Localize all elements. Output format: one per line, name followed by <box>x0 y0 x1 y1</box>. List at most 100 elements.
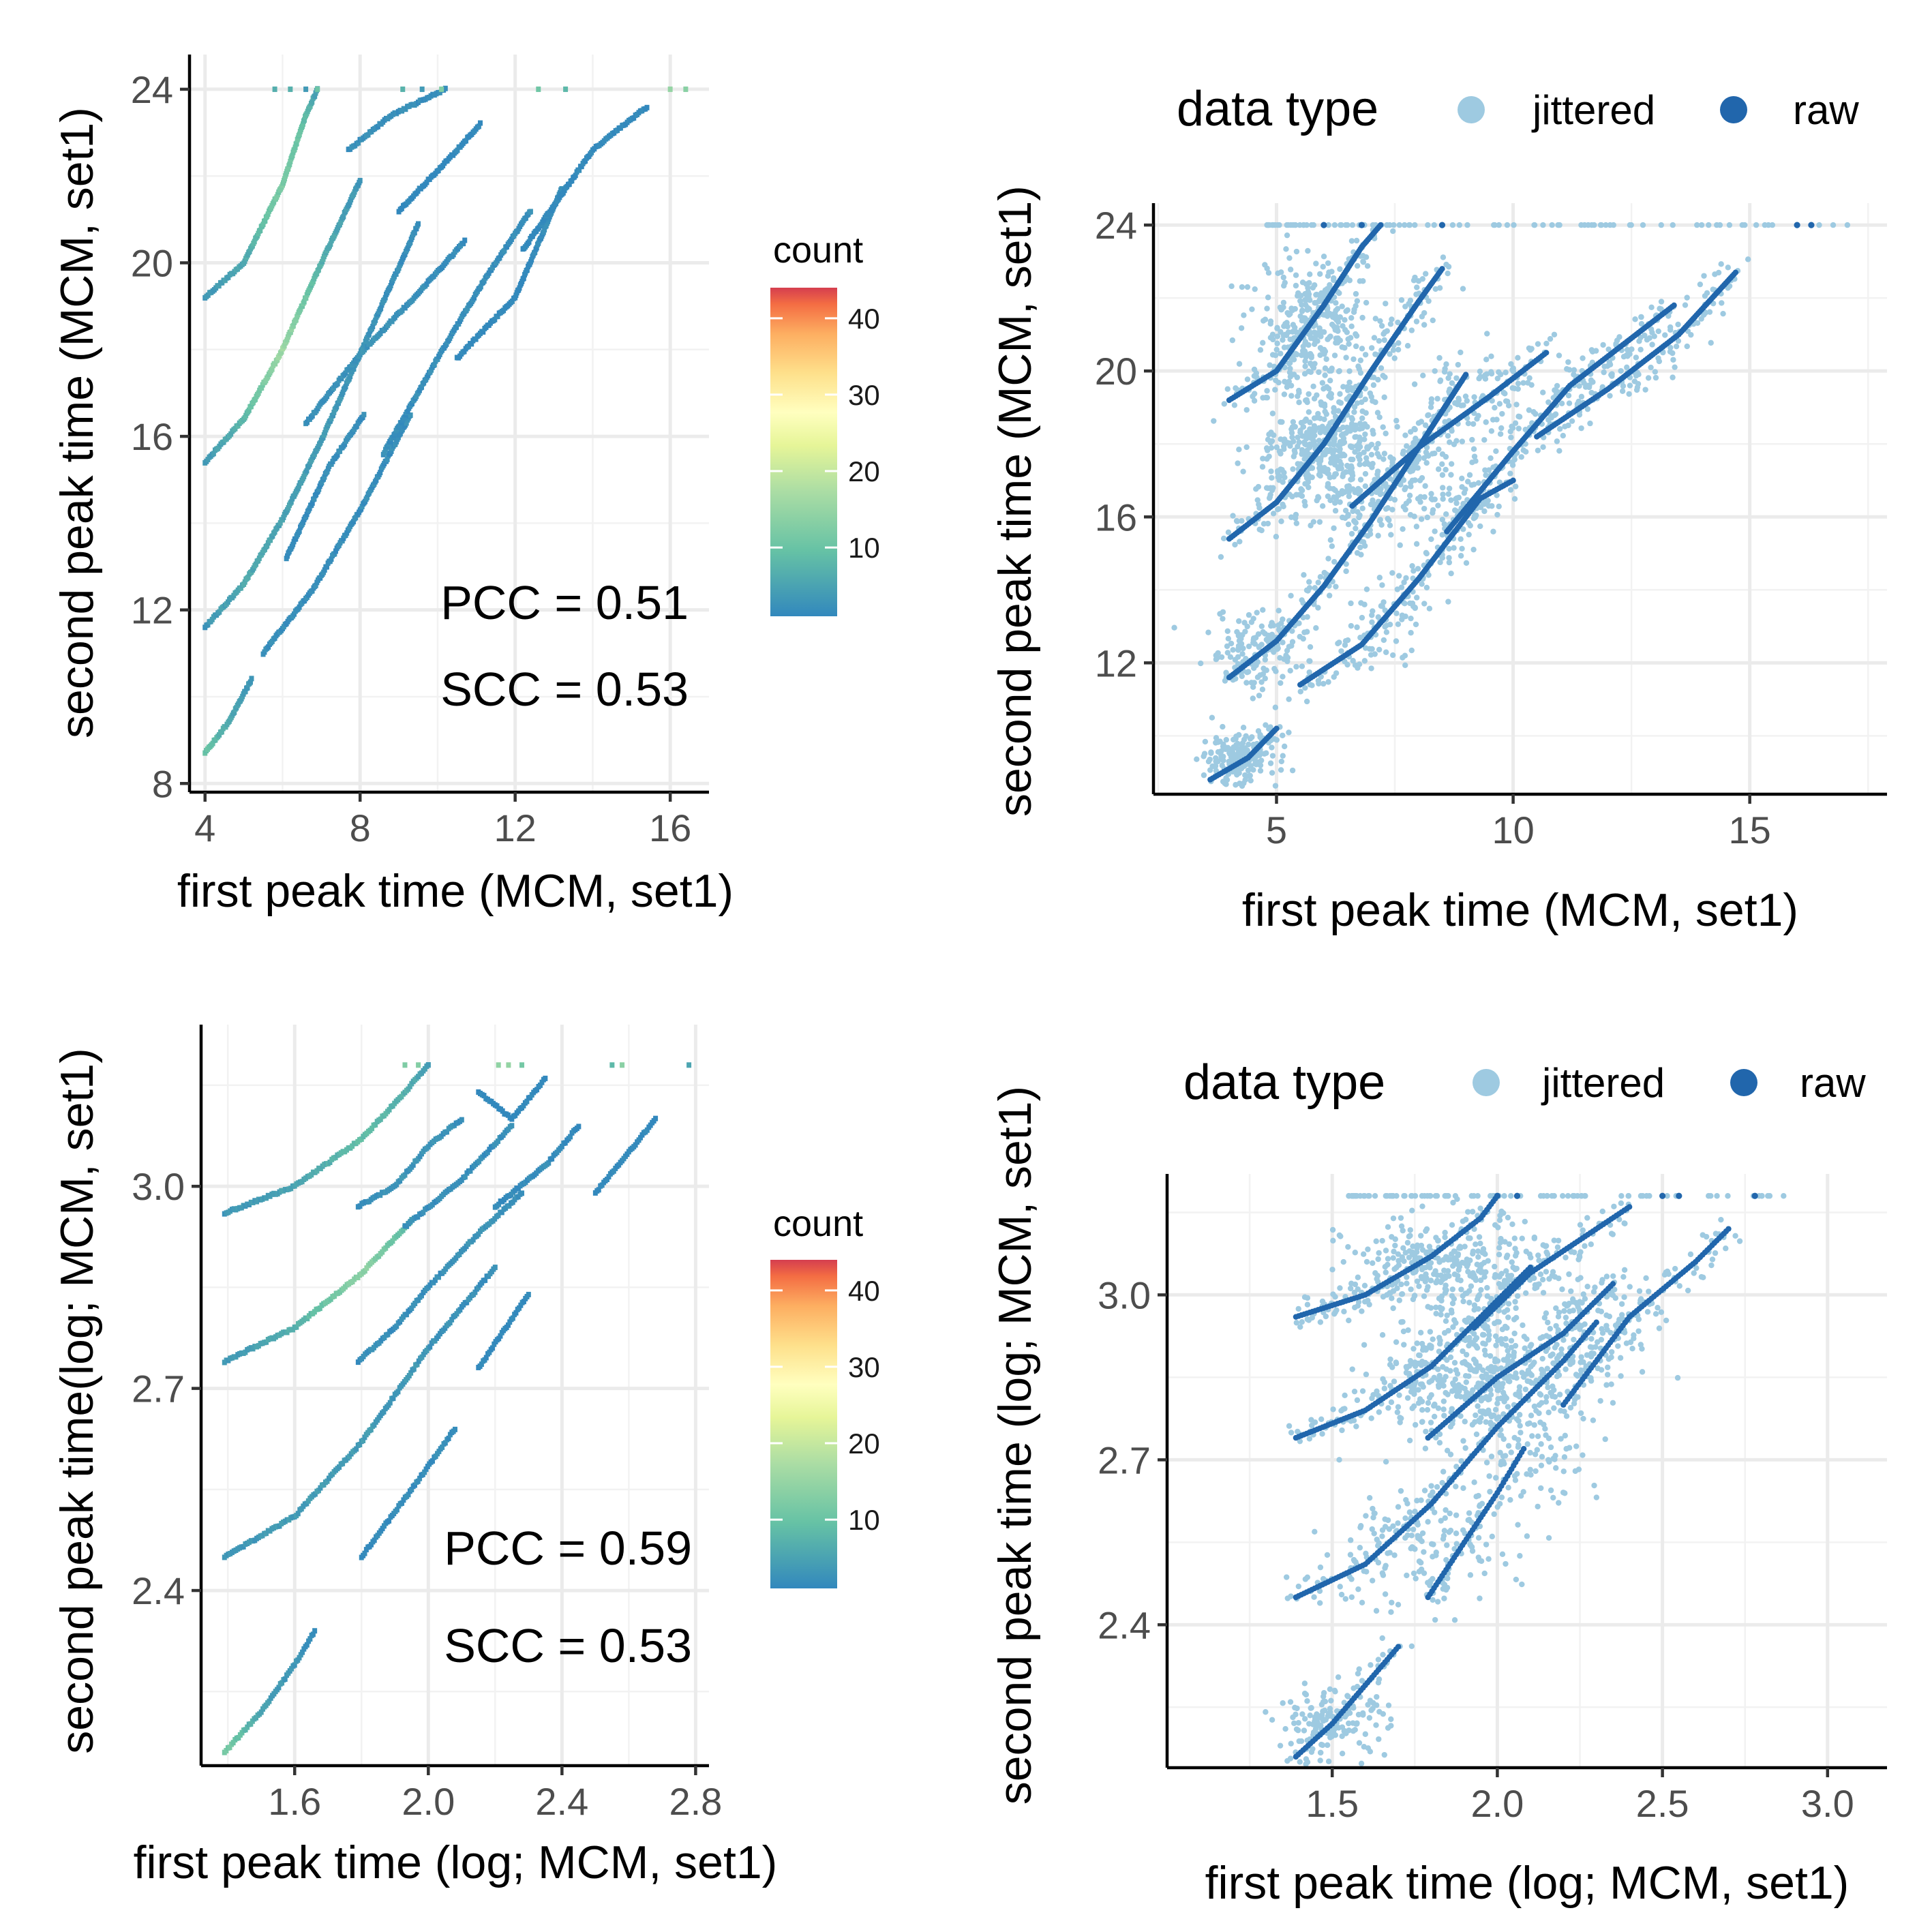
tr-jittered-point <box>1464 222 1470 228</box>
tr-jittered-point <box>1215 650 1221 656</box>
tr-jittered-point <box>1652 369 1659 375</box>
tr-jittered-point <box>1526 407 1533 413</box>
tr-jittered-point <box>1515 425 1522 432</box>
tr-jittered-point <box>1293 272 1299 278</box>
tr-jittered-point <box>1397 542 1403 548</box>
tr-jittered-point <box>1515 380 1522 387</box>
tr-jittered-point <box>1425 222 1431 228</box>
tr-jittered-point <box>1340 384 1346 390</box>
tr-jittered-point <box>1369 464 1375 470</box>
tr-jittered-point <box>1284 320 1290 326</box>
tl-heatmap-cell <box>481 278 487 284</box>
tr-x-tick-label: 5 <box>1266 809 1287 851</box>
tr-jittered-point <box>1339 490 1345 497</box>
tr-jittered-point <box>1260 629 1266 635</box>
tr-jittered-point <box>1459 545 1465 552</box>
tl-heatmap-cell <box>536 86 541 92</box>
tr-jittered-point <box>1250 635 1257 642</box>
tr-jittered-point <box>1348 600 1354 607</box>
tr-jittered-point <box>1211 418 1217 424</box>
tr-jittered-point <box>1552 412 1558 419</box>
tl-heatmap-cell <box>397 423 402 429</box>
tr-jittered-point <box>1273 444 1280 451</box>
tr-jittered-point <box>1308 354 1314 361</box>
tr-jittered-point <box>1353 237 1360 244</box>
tr-jittered-point <box>1239 517 1245 524</box>
tr-jittered-point <box>1714 222 1720 228</box>
tr-jittered-point <box>1359 415 1365 421</box>
tr-jittered-point <box>1246 612 1252 618</box>
tr-jittered-point <box>1566 400 1573 406</box>
tr-jittered-point <box>1306 579 1312 585</box>
tr-jittered-point <box>1218 748 1224 754</box>
tr-jittered-point <box>1609 373 1615 379</box>
tr-jittered-point <box>1227 654 1234 661</box>
tr-jittered-point <box>1471 453 1478 459</box>
tl-heatmap-cell <box>205 622 211 628</box>
tl-colorbar-tick-label: 40 <box>848 303 880 335</box>
tr-jittered-point <box>1297 429 1303 436</box>
tr-jittered-point <box>1198 660 1204 667</box>
tr-jittered-point <box>1719 300 1725 306</box>
tr-jittered-point <box>1303 317 1310 323</box>
tr-y-tick-label: 24 <box>1095 204 1137 247</box>
tr-jittered-point <box>1436 446 1442 453</box>
tr-jittered-point <box>1556 448 1563 454</box>
tl-heatmap-cell <box>331 409 337 415</box>
tr-jittered-point <box>1363 459 1370 466</box>
tr-jittered-point <box>1637 346 1644 352</box>
tr-jittered-point <box>1587 420 1593 427</box>
tr-jittered-point <box>1393 417 1400 424</box>
tr-jittered-point <box>1383 649 1389 655</box>
tr-jittered-point <box>1363 410 1369 416</box>
tr-jittered-point <box>1406 498 1413 504</box>
tr-jittered-point <box>1633 354 1640 361</box>
tl-heatmap-cell <box>269 366 275 372</box>
tr-jittered-point <box>1588 347 1595 353</box>
tr-jittered-point <box>1236 618 1242 624</box>
tr-jittered-point <box>1260 339 1266 346</box>
tr-jittered-point <box>1250 767 1256 773</box>
tr-jittered-point <box>1432 496 1438 502</box>
tr-jittered-point <box>1605 346 1612 352</box>
tr-jittered-point <box>1333 300 1339 306</box>
tr-jittered-point <box>1402 486 1408 493</box>
tr-jittered-point <box>1250 684 1256 691</box>
tr-jittered-point <box>1264 265 1270 271</box>
tr-jittered-point <box>1389 459 1395 466</box>
tr-y-tick-label: 16 <box>1095 496 1137 539</box>
tl-heatmap-cell <box>248 404 254 410</box>
tr-jittered-point <box>1246 741 1252 748</box>
tr-jittered-point <box>1345 521 1352 528</box>
tr-jittered-point <box>1355 363 1361 369</box>
tl-heatmap-cell <box>464 138 469 144</box>
tl-heatmap-cell <box>293 536 299 542</box>
tr-jittered-point <box>1345 464 1351 470</box>
tr-jittered-point <box>1765 222 1772 228</box>
tl-heatmap-cell <box>300 303 305 309</box>
tr-jittered-point <box>1448 461 1455 467</box>
tl-heatmap-cell <box>439 86 444 92</box>
tr-jittered-point <box>1508 361 1514 367</box>
tr-jittered-point <box>1336 368 1342 374</box>
tr-jittered-point <box>1378 522 1385 528</box>
tl-heatmap-cell <box>481 329 486 335</box>
tr-jittered-point <box>1267 439 1274 446</box>
tr-jittered-point <box>1359 505 1365 511</box>
tr-jittered-point <box>1395 339 1402 346</box>
tr-jittered-point <box>1342 452 1348 459</box>
tr-jittered-point <box>1299 663 1305 669</box>
tr-jittered-point <box>1306 658 1312 664</box>
tr-jittered-point <box>1440 492 1446 498</box>
tr-jittered-point <box>1359 252 1366 259</box>
tr-jittered-point <box>1718 261 1724 267</box>
tr-jittered-point <box>1618 367 1624 374</box>
tr-jittered-point <box>1554 438 1560 444</box>
tr-jittered-point <box>1357 451 1363 458</box>
tr-jittered-point <box>1237 539 1243 545</box>
tl-heatmap-cell <box>252 239 257 245</box>
tr-jittered-point <box>1267 760 1274 766</box>
tl-heatmap-cell <box>567 181 572 187</box>
tr-jittered-point <box>1336 639 1342 646</box>
